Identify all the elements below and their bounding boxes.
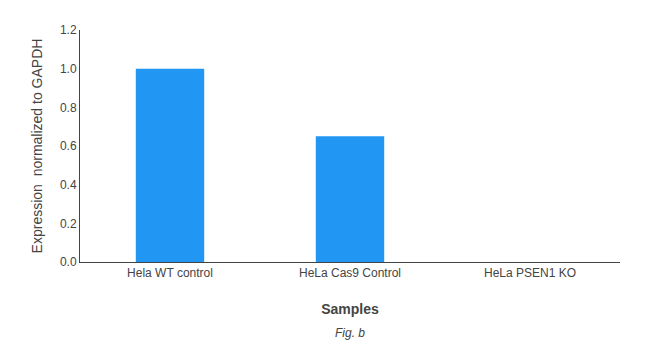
svg-text:Fig. b: Fig. b [335, 326, 365, 340]
svg-text:0.0: 0.0 [60, 255, 77, 269]
svg-text:1.2: 1.2 [60, 23, 77, 37]
svg-text:HeLa Cas9 Control: HeLa Cas9 Control [299, 266, 401, 280]
svg-text:HeLa PSEN1 KO: HeLa PSEN1 KO [484, 266, 576, 280]
svg-text:0.2: 0.2 [60, 217, 77, 231]
svg-text:0.4: 0.4 [60, 178, 77, 192]
svg-text:0.6: 0.6 [60, 139, 77, 153]
svg-text:1.0: 1.0 [60, 62, 77, 76]
svg-text:Expression normalized to GAPD: Expression normalized to GAPDH [29, 39, 45, 254]
svg-text:Samples: Samples [321, 301, 379, 317]
svg-text:0.8: 0.8 [60, 101, 77, 115]
svg-text:Hela WT control: Hela WT control [127, 266, 213, 280]
